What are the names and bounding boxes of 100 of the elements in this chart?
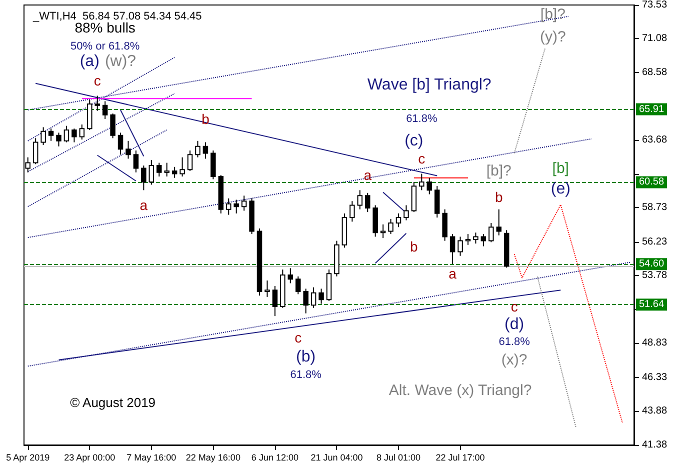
candlestick — [40, 126, 46, 146]
candlestick — [210, 150, 216, 180]
candlestick — [110, 113, 116, 139]
y-tick-label: 41.38 — [642, 440, 668, 450]
annotation: [b]? — [540, 6, 566, 23]
y-tick-label: 71.08 — [642, 33, 668, 44]
x-tick-label: 8 Jul 01:00 — [376, 452, 421, 462]
annotation: 50% or 61.8% — [70, 40, 140, 52]
candlestick — [310, 286, 316, 308]
candlestick — [126, 140, 131, 160]
ref-line-label: 65.91 — [639, 104, 664, 115]
annotation: c — [418, 150, 426, 167]
annotation: c — [294, 329, 302, 346]
candlestick — [172, 166, 178, 178]
candlestick — [234, 199, 239, 214]
candlestick — [48, 128, 54, 142]
candlestick — [72, 128, 77, 143]
candlestick — [364, 192, 370, 213]
candlestick — [357, 190, 363, 210]
candlestick — [442, 208, 448, 242]
candlestick — [458, 236, 463, 256]
candlestick — [496, 208, 502, 236]
y-tick-label: 46.33 — [642, 372, 668, 383]
candlestick — [426, 177, 432, 195]
annotation: 61.8% — [406, 113, 438, 126]
ref-line-label: 51.64 — [639, 299, 664, 310]
annotation: b — [410, 238, 418, 254]
y-tick-label: 48.83 — [642, 338, 668, 349]
candlestick — [187, 150, 193, 172]
x-tick-label: 7 May 16:00 — [126, 452, 176, 462]
annotation: © August 2019 — [70, 394, 156, 410]
candlestick — [419, 173, 424, 191]
candlestick — [380, 224, 386, 239]
x-tick-label: 22 Jul 17:00 — [436, 452, 485, 462]
candlestick — [480, 233, 486, 247]
x-tick-label: 6 Jun 12:00 — [251, 452, 298, 462]
candlestick — [64, 125, 70, 143]
candlestick — [226, 198, 232, 216]
annotation: b — [494, 189, 503, 206]
candlestick — [180, 156, 185, 177]
candlestick — [102, 100, 108, 120]
x-tick-label: 22 May 16:00 — [186, 452, 240, 462]
y-tick-label: 58.73 — [642, 202, 668, 214]
candlestick — [202, 142, 208, 160]
y-tick-label: 63.68 — [642, 134, 668, 146]
annotation: [b]? — [486, 162, 512, 180]
candlestick — [79, 124, 85, 140]
annotation: (e) — [550, 180, 570, 198]
candlestick — [148, 160, 154, 186]
candlestick — [488, 222, 494, 243]
annotation: a — [448, 266, 457, 282]
annotation: a — [364, 167, 372, 184]
candlestick — [465, 233, 471, 246]
y-tick-label: 43.88 — [642, 405, 668, 416]
annotation: 61.8% — [498, 336, 530, 348]
candlestick — [164, 162, 170, 177]
candlestick — [450, 233, 456, 265]
annotation: c — [94, 72, 101, 89]
candlestick — [318, 288, 324, 304]
candlestick — [350, 200, 355, 222]
candlestick — [56, 132, 62, 147]
candlestick — [272, 285, 278, 317]
x-tick-label: 21 Jun 04:00 — [310, 452, 363, 462]
candlestick — [303, 288, 308, 314]
y-tick-label: 68.58 — [642, 67, 668, 78]
x-tick-label: 23 Apr 00:00 — [64, 452, 116, 462]
annotation: a — [140, 197, 148, 214]
y-tick-label: 73.53 — [642, 0, 668, 10]
annotation: (d) — [504, 316, 524, 333]
annotation: 61.8% — [290, 368, 322, 381]
annotation: Alt. Wave (x) Triangl? — [388, 382, 532, 400]
annotation: (x)? — [501, 351, 528, 368]
candlestick — [141, 165, 146, 191]
ref-line-label: 54.60 — [639, 258, 664, 270]
candlestick — [32, 138, 38, 165]
candlestick — [133, 150, 139, 173]
x-tick-label: 5 Apr 2019 — [6, 452, 50, 462]
candlestick — [404, 204, 409, 221]
candlestick — [295, 276, 301, 295]
candlestick — [434, 186, 440, 218]
annotation: [b] — [552, 160, 569, 177]
annotation: Wave [b] Triangl? — [367, 76, 492, 94]
candlestick — [288, 268, 294, 284]
y-tick-label: 56.23 — [642, 236, 668, 248]
ref-line-label: 60.58 — [639, 176, 664, 188]
candlestick — [388, 218, 394, 234]
candlestick — [118, 132, 124, 156]
annotation: (y)? — [540, 28, 566, 46]
annotation: (c) — [404, 132, 424, 150]
candlestick — [473, 232, 478, 244]
candlestick — [264, 280, 270, 298]
annotation: (b) — [296, 348, 316, 366]
candlestick — [195, 140, 200, 158]
annotation: (a) — [80, 53, 100, 70]
candlestick — [156, 162, 162, 177]
annotation: (w)? — [104, 53, 136, 70]
y-tick-label: 53.78 — [642, 270, 668, 281]
candlestick — [241, 195, 247, 212]
candlestick — [396, 212, 402, 228]
candlestick — [94, 95, 100, 112]
